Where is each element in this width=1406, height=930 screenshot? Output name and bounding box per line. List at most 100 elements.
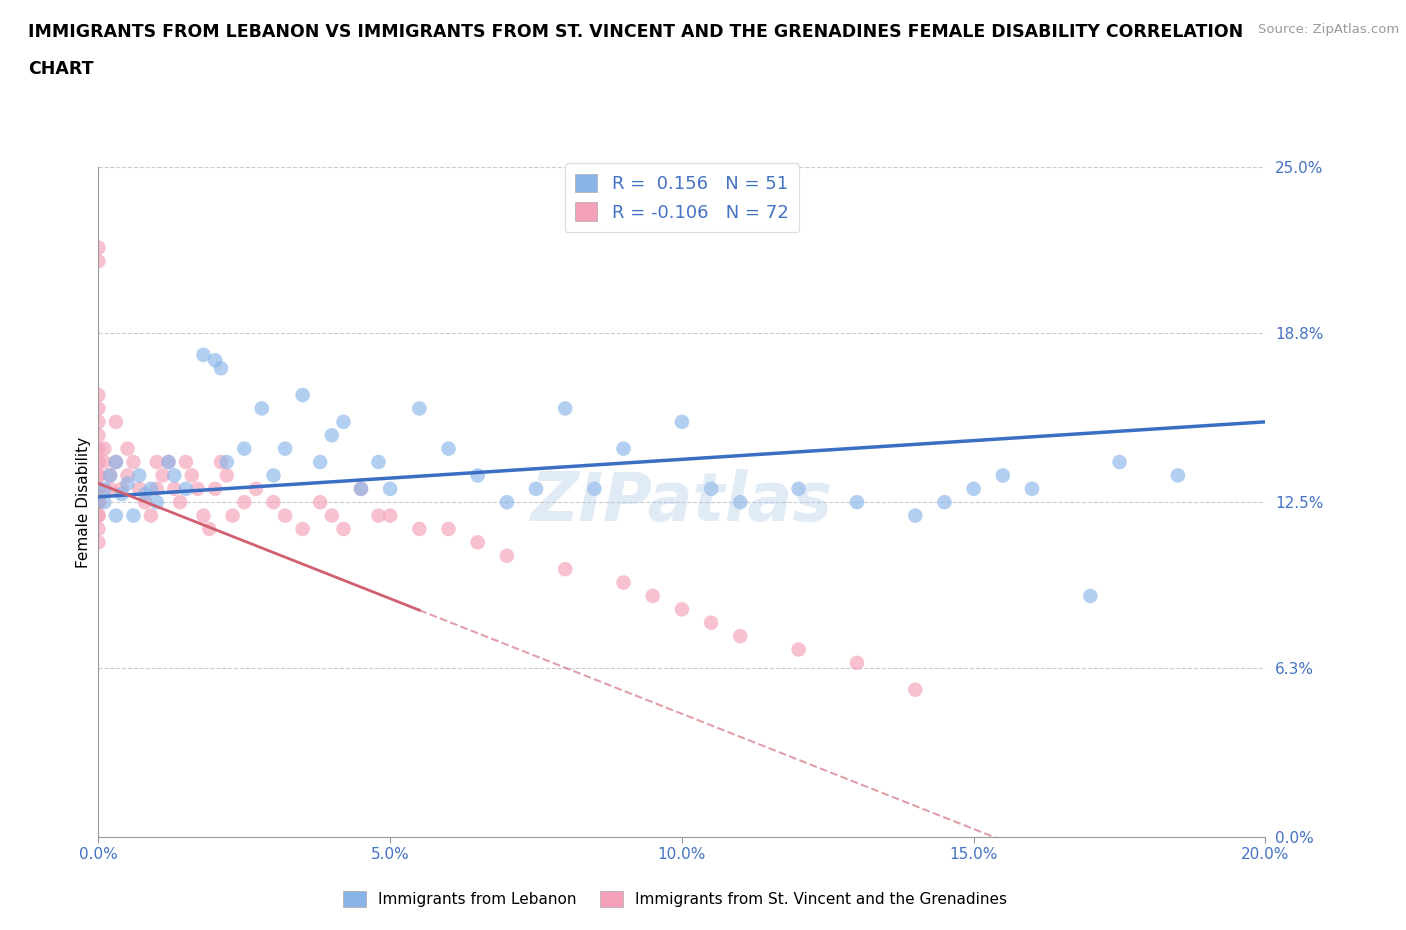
Point [204, 352, 226, 367]
Point [250, 401, 273, 416]
Point [991, 468, 1014, 483]
Point [117, 468, 139, 483]
Point [87, 482, 110, 497]
Point [262, 495, 284, 510]
Point [1108, 455, 1130, 470]
Point [787, 642, 810, 657]
Point [728, 629, 751, 644]
Point [93, 455, 115, 470]
Point [612, 441, 634, 456]
Point [87, 441, 110, 456]
Point [408, 522, 430, 537]
Point [87, 508, 110, 523]
Point [233, 495, 256, 510]
Point [198, 522, 221, 537]
Point [152, 468, 174, 483]
Point [98, 468, 121, 483]
Point [671, 602, 693, 617]
Legend: Immigrants from Lebanon, Immigrants from St. Vincent and the Grenadines: Immigrants from Lebanon, Immigrants from… [337, 884, 1012, 913]
Point [291, 522, 314, 537]
Point [467, 535, 489, 550]
Point [104, 455, 127, 470]
Point [332, 415, 354, 430]
Point [163, 482, 186, 497]
Point [309, 455, 332, 470]
Point [437, 522, 460, 537]
Point [215, 468, 238, 483]
Point [146, 455, 169, 470]
Point [309, 495, 332, 510]
Point [612, 575, 634, 590]
Point [193, 508, 215, 523]
Point [93, 482, 115, 497]
Point [583, 482, 606, 497]
Point [904, 508, 927, 523]
Point [671, 415, 693, 430]
Point [1167, 468, 1189, 483]
Point [845, 656, 868, 671]
Point [641, 589, 664, 604]
Point [87, 468, 110, 483]
Point [87, 428, 110, 443]
Point [87, 240, 110, 255]
Point [134, 486, 156, 501]
Point [87, 415, 110, 430]
Point [332, 522, 354, 537]
Point [98, 468, 121, 483]
Point [221, 508, 243, 523]
Point [98, 482, 121, 497]
Point [367, 455, 389, 470]
Point [87, 482, 110, 497]
Point [378, 508, 402, 523]
Point [1080, 589, 1102, 604]
Y-axis label: Female Disability: Female Disability [76, 437, 91, 567]
Point [104, 508, 127, 523]
Point [139, 508, 162, 523]
Point [367, 508, 389, 523]
Point [728, 495, 751, 510]
Point [554, 562, 576, 577]
Point [128, 468, 150, 483]
Point [700, 616, 723, 631]
Text: ZIPatlas: ZIPatlas [531, 470, 832, 535]
Point [87, 495, 110, 510]
Point [87, 495, 110, 510]
Point [495, 495, 517, 510]
Point [157, 455, 180, 470]
Point [215, 455, 238, 470]
Point [233, 441, 256, 456]
Point [262, 468, 284, 483]
Point [1021, 482, 1043, 497]
Text: IMMIGRANTS FROM LEBANON VS IMMIGRANTS FROM ST. VINCENT AND THE GRENADINES FEMALE: IMMIGRANTS FROM LEBANON VS IMMIGRANTS FR… [28, 23, 1243, 41]
Point [274, 441, 297, 456]
Point [350, 482, 373, 497]
Point [87, 455, 110, 470]
Point [93, 441, 115, 456]
Point [117, 476, 139, 491]
Point [495, 549, 517, 564]
Point [169, 495, 191, 510]
Point [193, 348, 215, 363]
Point [111, 482, 134, 497]
Point [104, 455, 127, 470]
Point [321, 508, 343, 523]
Point [117, 441, 139, 456]
Point [146, 495, 169, 510]
Point [350, 482, 373, 497]
Point [787, 482, 810, 497]
Point [700, 482, 723, 497]
Point [174, 455, 197, 470]
Point [122, 455, 145, 470]
Point [934, 495, 956, 510]
Point [87, 508, 110, 523]
Point [128, 482, 150, 497]
Point [180, 468, 202, 483]
Point [87, 254, 110, 269]
Point [904, 683, 927, 698]
Legend: R =  0.156   N = 51, R = -0.106   N = 72: R = 0.156 N = 51, R = -0.106 N = 72 [565, 163, 799, 232]
Point [146, 482, 169, 497]
Point [174, 482, 197, 497]
Point [87, 495, 110, 510]
Text: Source: ZipAtlas.com: Source: ZipAtlas.com [1258, 23, 1399, 36]
Point [291, 388, 314, 403]
